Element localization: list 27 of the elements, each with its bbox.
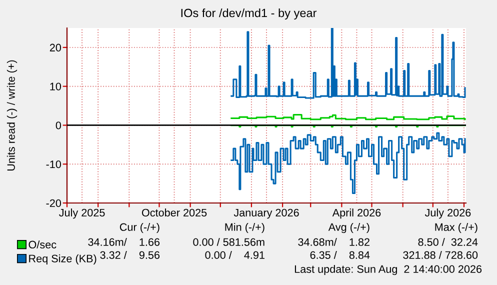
- text: Avg (-/+): [328, 222, 370, 234]
- text: 34.16m/ 1.66: [88, 238, 160, 246]
- y-axis-title: Units read (-) / write (+): [6, 60, 18, 170]
- text: 8.50 / 32.24: [418, 238, 478, 246]
- x-tick-label: July 2025: [59, 208, 105, 219]
- text: Cur (-/+): [120, 222, 160, 234]
- text: 0.00 / 4.91: [205, 250, 264, 259]
- text: 3.32 / 9.56: [100, 250, 160, 259]
- y-tick-label: 0: [56, 122, 62, 130]
- y-tick-label: 20: [50, 44, 62, 52]
- text: 321.88 / 728.60: [403, 250, 478, 259]
- legend-label: Req Size (KB): [29, 254, 96, 265]
- text: Max (-/+): [435, 222, 478, 234]
- x-tick-label: October 2025: [142, 208, 207, 217]
- x-tick-label: July 2026: [424, 208, 471, 219]
- x-tick-label: April 2026: [332, 208, 381, 219]
- legend-label: O/sec: [28, 240, 56, 248]
- text: 34.68m/ 1.82: [298, 238, 370, 246]
- text: 6.35 / 8.84: [310, 250, 370, 259]
- y-tick-label: -20: [46, 199, 62, 208]
- x-tick-label: January 2026: [234, 208, 299, 219]
- text: Last update: Sun Aug 2 14:40:00 2026: [294, 264, 482, 276]
- chart-title: IOs for /dev/md1 - by year: [181, 8, 317, 20]
- text: Min (-/+): [225, 222, 264, 234]
- y-tick-label: -10: [46, 160, 62, 168]
- text: 0.00 / 581.56m: [193, 238, 264, 246]
- y-tick-label: 10: [50, 82, 62, 90]
